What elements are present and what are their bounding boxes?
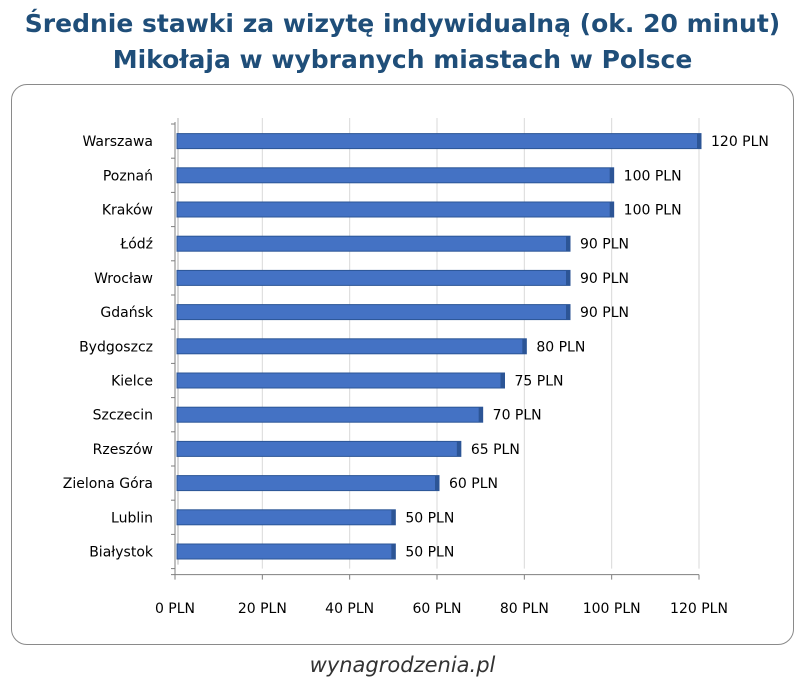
chart-title-line-2: Mikołaja w wybranych miastach w Polsce xyxy=(112,45,693,74)
bar-end-cap xyxy=(566,270,570,286)
category-label: Białystok xyxy=(89,545,154,561)
x-tick-label: 60 PLN xyxy=(413,601,462,617)
data-label: 70 PLN xyxy=(493,408,542,424)
bar xyxy=(176,372,505,389)
data-label: 90 PLN xyxy=(580,305,629,321)
bar xyxy=(176,235,571,252)
bar-end-cap xyxy=(522,338,527,354)
data-label: 65 PLN xyxy=(471,442,520,458)
x-tick-label: 80 PLN xyxy=(500,601,549,617)
bar-end-cap xyxy=(566,304,570,320)
bar xyxy=(176,167,615,184)
data-label: 90 PLN xyxy=(580,237,629,253)
category-label: Lublin xyxy=(111,510,153,526)
category-label: Szczecin xyxy=(93,408,153,424)
category-label: Kielce xyxy=(111,374,153,390)
source-label: wynagrodzenia.pl xyxy=(309,653,496,677)
data-label: 50 PLN xyxy=(405,545,454,561)
bar-end-cap xyxy=(566,236,570,252)
x-tick-label: 0 PLN xyxy=(155,601,195,617)
chart-title-line-1: Średnie stawki za wizytę indywidualną (o… xyxy=(24,9,781,38)
category-label: Warszawa xyxy=(82,134,153,150)
bar xyxy=(176,133,702,150)
data-label: 75 PLN xyxy=(515,374,564,390)
data-label: 100 PLN xyxy=(624,168,682,184)
bar xyxy=(176,509,396,526)
chart-title: Średnie stawki za wizytę indywidualną (o… xyxy=(0,6,805,78)
category-label: Gdańsk xyxy=(100,305,153,321)
bar-end-cap xyxy=(500,373,505,388)
data-label: 60 PLN xyxy=(449,476,498,492)
x-tick-label: 40 PLN xyxy=(325,601,374,617)
bar-end-cap xyxy=(456,441,461,457)
category-label: Łódź xyxy=(119,237,153,253)
data-label: 100 PLN xyxy=(624,203,682,219)
bar-end-cap xyxy=(609,167,614,183)
bar xyxy=(176,269,571,286)
bar-end-cap xyxy=(391,509,396,525)
data-label: 90 PLN xyxy=(580,271,629,287)
category-label: Kraków xyxy=(102,203,153,219)
x-tick-label: 20 PLN xyxy=(238,601,287,617)
x-tick-label: 120 PLN xyxy=(670,601,728,617)
category-label: Rzeszów xyxy=(93,442,153,458)
bar xyxy=(176,338,527,355)
bar-end-cap xyxy=(478,407,483,423)
bar-end-cap xyxy=(435,475,439,491)
data-label: 120 PLN xyxy=(711,134,769,150)
bar xyxy=(176,543,396,560)
category-label: Poznań xyxy=(103,168,153,184)
bar xyxy=(176,440,462,457)
bar xyxy=(176,475,440,492)
data-label: 80 PLN xyxy=(536,339,585,355)
category-label: Wrocław xyxy=(94,271,153,287)
data-label: 50 PLN xyxy=(405,510,454,526)
bar xyxy=(176,304,571,321)
category-label: Bydgoszcz xyxy=(79,339,153,355)
x-tick-label: 100 PLN xyxy=(583,601,641,617)
bar xyxy=(176,406,484,423)
category-label: Zielona Góra xyxy=(63,476,153,492)
bar-end-cap xyxy=(697,133,701,149)
bar xyxy=(176,201,615,218)
bar-end-cap xyxy=(609,202,614,217)
bar-end-cap xyxy=(391,544,396,559)
